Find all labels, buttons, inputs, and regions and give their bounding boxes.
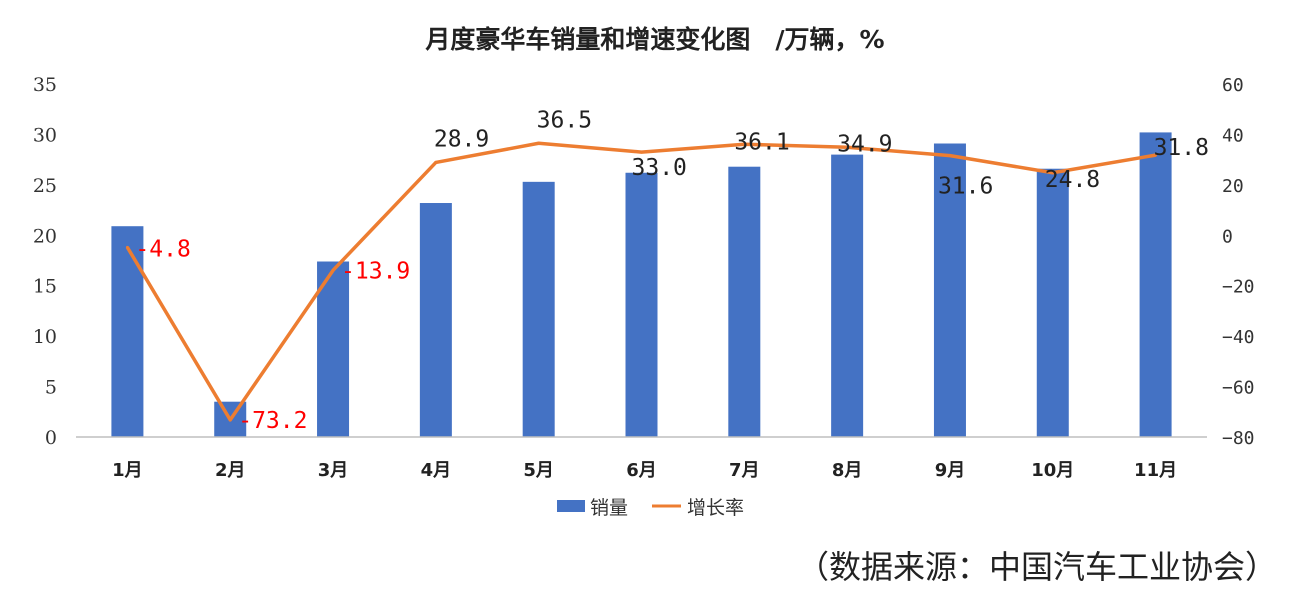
legend-label-growth: 增长率 xyxy=(687,497,744,519)
bar-sales xyxy=(1139,132,1172,437)
x-tick-label: 5月 xyxy=(523,460,554,481)
right-tick-label: 0 xyxy=(1222,226,1233,247)
left-axis-ticks: 0 5 10 15 20 25 30 35 xyxy=(33,74,57,449)
data-label-growth: 31.6 xyxy=(938,174,993,200)
x-tick-label: 2月 xyxy=(215,460,246,481)
bar-sales xyxy=(933,143,966,437)
x-tick-label: 8月 xyxy=(832,460,863,481)
right-tick-label: −80 xyxy=(1222,428,1255,449)
x-tick-label: 1月 xyxy=(112,460,143,481)
growth-point xyxy=(228,418,232,422)
right-tick-label: −20 xyxy=(1222,277,1255,298)
bar-sales xyxy=(831,154,864,437)
x-tick-label: 4月 xyxy=(421,460,452,481)
growth-point xyxy=(1154,153,1158,157)
data-label-growth: 36.5 xyxy=(537,107,592,133)
growth-point xyxy=(125,245,129,249)
x-tick-label: 3月 xyxy=(318,460,349,481)
left-tick-label: 30 xyxy=(33,124,57,146)
bar-sales xyxy=(317,261,350,437)
data-label-growth: 34.9 xyxy=(837,131,892,157)
growth-point xyxy=(640,150,643,154)
x-tick-label: 10月 xyxy=(1031,460,1074,481)
x-axis-ticks: 1月 2月 3月 4月 5月 6月 7月 8月 9月 10月 11月 xyxy=(112,460,1177,481)
growth-point xyxy=(434,160,438,164)
growth-point xyxy=(331,268,335,272)
bar-sales xyxy=(419,203,452,437)
x-tick-label: 9月 xyxy=(935,460,966,481)
x-tick-label: 11月 xyxy=(1134,460,1177,481)
chart-title: 月度豪华车销量和增速变化图 /万辆，% xyxy=(424,25,884,54)
data-label-growth: 31.8 xyxy=(1154,135,1209,161)
bar-sales xyxy=(1036,168,1069,437)
data-label-growth: -13.9 xyxy=(341,258,410,284)
left-tick-label: 35 xyxy=(33,74,57,96)
data-label-growth: 36.1 xyxy=(734,129,789,155)
data-label-growth: -73.2 xyxy=(238,408,307,434)
data-labels: -4.8 -73.2 -13.9 28.9 36.5 33.0 36.1 34.9 31.6 24… xyxy=(135,107,1209,434)
data-label-growth: -4.8 xyxy=(135,236,190,262)
growth-point xyxy=(742,142,746,146)
right-tick-label: 60 xyxy=(1222,75,1244,96)
growth-point xyxy=(948,154,952,158)
growth-point xyxy=(845,145,849,149)
bar-sales xyxy=(728,166,761,437)
bar-sales xyxy=(111,226,144,437)
legend-swatch-sales xyxy=(557,500,585,512)
left-tick-label: 20 xyxy=(33,225,57,247)
legend: 销量 增长率 xyxy=(557,497,744,519)
right-tick-label: −40 xyxy=(1222,327,1255,348)
right-axis-ticks: −80 −60 −40 −20 0 20 40 60 xyxy=(1222,75,1255,449)
bar-sales xyxy=(522,181,555,437)
x-tick-label: 6月 xyxy=(626,460,657,481)
left-tick-label: 15 xyxy=(33,276,57,298)
growth-line xyxy=(125,141,1158,422)
data-label-growth: 33.0 xyxy=(632,155,687,181)
bar-sales xyxy=(625,172,658,438)
bars xyxy=(111,132,1172,438)
left-tick-label: 10 xyxy=(33,326,57,348)
growth-point xyxy=(537,141,541,145)
left-tick-label: 0 xyxy=(45,427,57,449)
right-tick-label: 40 xyxy=(1222,125,1244,146)
source-note: （数据来源：中国汽车工业协会） xyxy=(797,548,1277,586)
right-tick-label: −60 xyxy=(1222,378,1255,399)
growth-point xyxy=(1051,171,1055,175)
legend-label-sales: 销量 xyxy=(590,497,628,519)
right-tick-label: 20 xyxy=(1222,176,1244,197)
data-label-growth: 24.8 xyxy=(1045,167,1100,193)
left-tick-label: 25 xyxy=(33,175,57,197)
data-label-growth: 28.9 xyxy=(434,126,489,152)
x-tick-label: 7月 xyxy=(729,460,760,481)
left-tick-label: 5 xyxy=(45,377,57,399)
